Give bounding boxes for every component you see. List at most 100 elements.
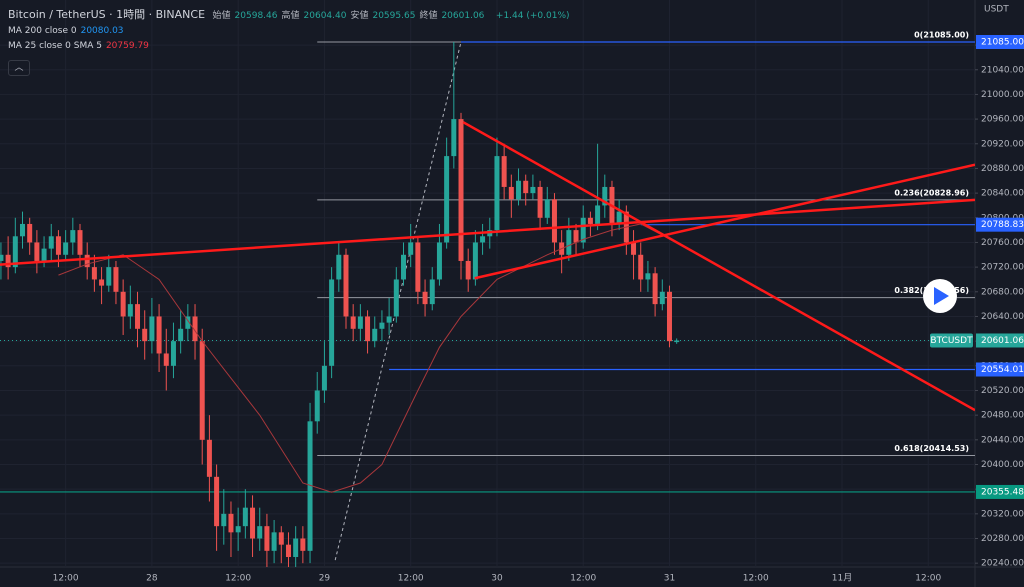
trendline — [474, 163, 975, 280]
indicator-row: MA 25 close 0 SMA 5 20759.79 — [8, 41, 153, 51]
ohlc-value: 20595.65 — [372, 11, 416, 21]
candle-body — [544, 199, 550, 218]
indicator-value: 20759.79 — [105, 41, 149, 51]
candle-body — [357, 316, 363, 329]
candle-body — [329, 279, 335, 366]
indicator-name: MA 200 close 0 — [8, 26, 77, 36]
candle-body — [27, 223, 33, 243]
candle-body — [91, 267, 97, 280]
candle-body — [451, 119, 457, 157]
price-tag-label: 20554.01 — [981, 365, 1024, 375]
candle-body — [199, 341, 205, 440]
candle-body — [77, 230, 83, 255]
x-tick-label: 12:00 — [570, 574, 596, 584]
y-tick-label: 20440.00 — [981, 435, 1024, 445]
y-tick-label: 20760.00 — [981, 238, 1024, 248]
candle-body — [0, 254, 4, 261]
play-button[interactable] — [923, 279, 957, 313]
candle-body — [63, 242, 69, 255]
title: Bitcoin / TetherUS · 1時間 · BINANCE — [8, 8, 206, 21]
ohlc-value: 20598.46 — [234, 11, 278, 21]
candle-body — [566, 230, 572, 255]
y-tick-label: 20480.00 — [981, 411, 1024, 421]
candle-body — [587, 217, 593, 224]
candle-body — [321, 365, 327, 391]
candle-body — [631, 242, 637, 255]
candle-body — [422, 291, 428, 305]
x-tick-label: 28 — [146, 574, 158, 584]
price-tag-label: 20601.06 — [981, 336, 1024, 346]
candle-body — [379, 322, 385, 329]
candle-body — [401, 254, 407, 280]
candle-body — [120, 291, 126, 317]
y-tick-label: 20640.00 — [981, 312, 1024, 322]
candle-body — [113, 267, 119, 292]
symbol-tag-label: BTCUSDT — [930, 336, 973, 346]
x-tick-label: 12:00 — [398, 574, 424, 584]
y-tick-label: 21000.00 — [981, 90, 1024, 100]
candle-body — [530, 186, 536, 194]
candle-body — [142, 328, 148, 342]
candle-body — [465, 260, 471, 280]
candle-body — [616, 211, 622, 224]
candle-body — [386, 316, 392, 323]
candle-body — [595, 205, 601, 224]
x-tick-label: 29 — [319, 574, 331, 584]
price-tag-label: 20355.48 — [981, 487, 1024, 497]
candle-body — [674, 340, 680, 343]
candle-body — [480, 236, 486, 243]
y-tick-label: 21040.00 — [981, 65, 1024, 75]
candle-body — [34, 242, 40, 261]
candle-body — [228, 513, 234, 533]
candle-body — [20, 223, 26, 237]
candle-body — [314, 390, 320, 422]
indicator-value: 20080.03 — [80, 26, 124, 36]
candle-body — [365, 316, 371, 342]
play-icon[interactable] — [934, 287, 949, 305]
candle-body — [343, 254, 349, 317]
candle-body — [185, 316, 191, 329]
candle-body — [206, 439, 212, 477]
y-tick-label: 20400.00 — [981, 460, 1024, 470]
indicator-row: MA 200 close 0 20080.03 — [8, 26, 153, 36]
price-tag — [976, 484, 1024, 499]
fib-label: 0.236(20828.96) — [894, 188, 969, 197]
candle-body — [278, 532, 284, 545]
candle-body — [149, 316, 155, 342]
candle-body — [41, 248, 47, 261]
symbol-tag — [930, 333, 973, 348]
ohlc-value: 20601.06 — [441, 11, 485, 21]
ohlc-label: 終値 — [419, 11, 438, 21]
candle-body — [659, 291, 665, 305]
candle-body — [573, 230, 579, 243]
candle-body — [508, 186, 514, 200]
price-tag — [976, 333, 1024, 348]
y-tick-label: 20720.00 — [981, 263, 1024, 273]
ohlc: 始値 20598.46 高値 20604.40 安値 20595.65 終値 20601.06 — [213, 8, 489, 21]
candle-body — [350, 316, 356, 329]
x-tick-label: 12:00 — [743, 574, 769, 584]
y-tick-label: 20920.00 — [981, 139, 1024, 149]
candle-body — [551, 199, 557, 243]
candle-body — [170, 341, 176, 366]
candle-body — [580, 217, 586, 243]
collapse-button[interactable]: ︿ — [8, 60, 30, 76]
candle-body — [285, 544, 291, 558]
price-tag — [976, 362, 1024, 377]
candle-body — [415, 242, 421, 292]
y-tick-label: 20240.00 — [981, 559, 1024, 569]
candle-body — [70, 230, 76, 243]
candle-body — [178, 328, 184, 342]
trendline — [462, 121, 975, 412]
currency-label: USDT — [984, 5, 1009, 15]
x-tick-label: 12:00 — [915, 574, 941, 584]
y-tick-label: 20280.00 — [981, 534, 1024, 544]
ohlc-value: 20604.40 — [303, 11, 347, 21]
candle-body — [12, 236, 18, 268]
candle-body — [638, 254, 644, 280]
ohlc-label: 始値 — [212, 11, 231, 21]
x-tick-label: 30 — [491, 574, 503, 584]
x-tick-label: 12:00 — [53, 574, 79, 584]
candle-body — [84, 254, 90, 268]
